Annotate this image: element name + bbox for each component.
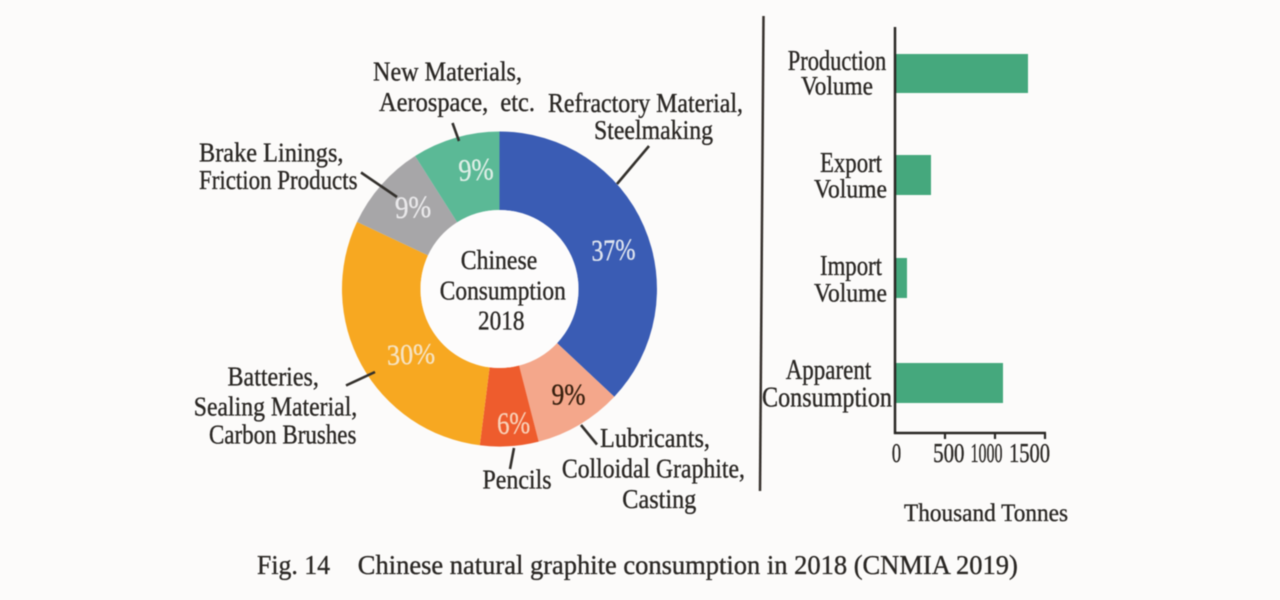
svg-text:Refractory Material,: Refractory Material,: [548, 88, 743, 118]
svg-text:37%: 37%: [591, 233, 636, 268]
svg-text:Apparent: Apparent: [786, 355, 872, 386]
svg-text:Volume: Volume: [801, 72, 873, 101]
svg-text:Fig. 14: Fig. 14: [257, 550, 330, 580]
svg-text:Consumption: Consumption: [440, 276, 566, 306]
svg-text:Pencils: Pencils: [483, 465, 552, 495]
svg-text:Production: Production: [788, 46, 887, 77]
svg-text:Chinese: Chinese: [461, 245, 538, 275]
svg-text:Brake Linings,: Brake Linings,: [199, 137, 344, 167]
svg-text:Thousand Tonnes: Thousand Tonnes: [904, 500, 1068, 527]
svg-text:1000: 1000: [971, 438, 1003, 468]
svg-text:Lubricants,: Lubricants,: [600, 423, 710, 453]
svg-text:Export: Export: [820, 148, 882, 179]
svg-text:9%: 9%: [552, 377, 586, 412]
svg-text:Colloidal Graphite,: Colloidal Graphite,: [562, 453, 745, 483]
svg-text:500: 500: [933, 438, 964, 468]
svg-text:Import: Import: [820, 251, 882, 282]
svg-text:Volume: Volume: [814, 175, 887, 204]
svg-text:Chinese natural graphite consu: Chinese natural graphite consumption in …: [358, 550, 1018, 580]
svg-text:1500: 1500: [1009, 438, 1050, 468]
svg-text:Sealing Material,: Sealing Material,: [194, 391, 358, 421]
svg-text:Aerospace, etc.: Aerospace, etc.: [379, 87, 535, 117]
svg-text:Friction Products: Friction Products: [199, 165, 358, 195]
svg-text:6%: 6%: [496, 405, 530, 441]
svg-text:Batteries,: Batteries,: [228, 362, 319, 392]
svg-text:9%: 9%: [394, 189, 431, 225]
svg-text:Casting: Casting: [622, 484, 696, 514]
svg-text:0: 0: [892, 438, 901, 468]
svg-text:30%: 30%: [386, 338, 435, 372]
svg-text:New Materials,: New Materials,: [373, 57, 522, 87]
svg-text:9%: 9%: [458, 151, 495, 188]
svg-text:Volume: Volume: [814, 279, 887, 308]
svg-text:Carbon Brushes: Carbon Brushes: [209, 419, 357, 449]
svg-text:Steelmaking: Steelmaking: [594, 115, 713, 145]
svg-text:2018: 2018: [478, 306, 525, 336]
svg-text:Consumption: Consumption: [762, 383, 892, 414]
